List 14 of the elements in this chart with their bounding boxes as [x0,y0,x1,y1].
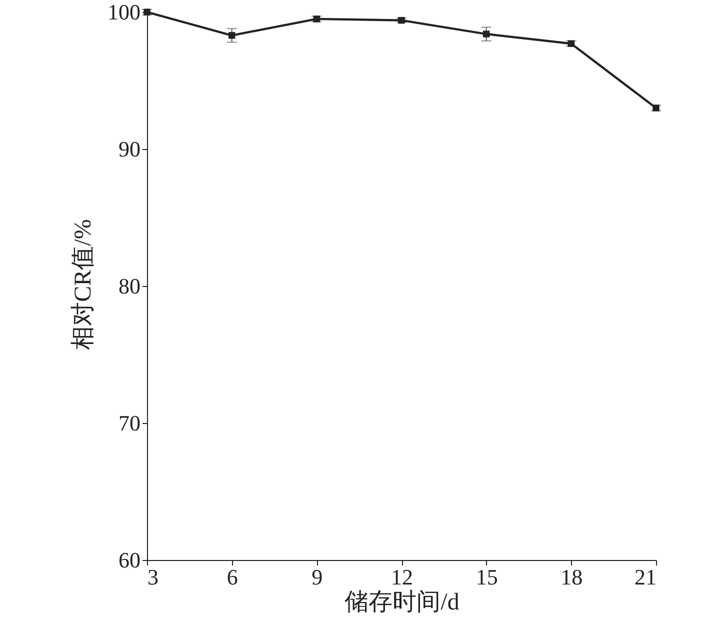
y-tick-label: 100 [108,0,140,25]
x-tick-label: 3 [148,564,158,590]
x-tick-label: 12 [391,564,413,590]
x-tick-label: 6 [226,564,238,590]
y-tick-label: 80 [118,274,140,299]
y-tick-label: 90 [118,136,140,162]
y-tick-label: 60 [118,548,140,572]
x-tick-label: 21 [634,564,656,590]
y-axis-title: 相对CR值/% [70,219,96,350]
x-tick-label: 18 [560,564,583,590]
x-tick-label: 9 [312,564,323,590]
x-axis-title: 储存时间/d [344,590,460,616]
y-tick-label: 70 [118,410,140,436]
x-tick-label: 15 [476,564,498,590]
